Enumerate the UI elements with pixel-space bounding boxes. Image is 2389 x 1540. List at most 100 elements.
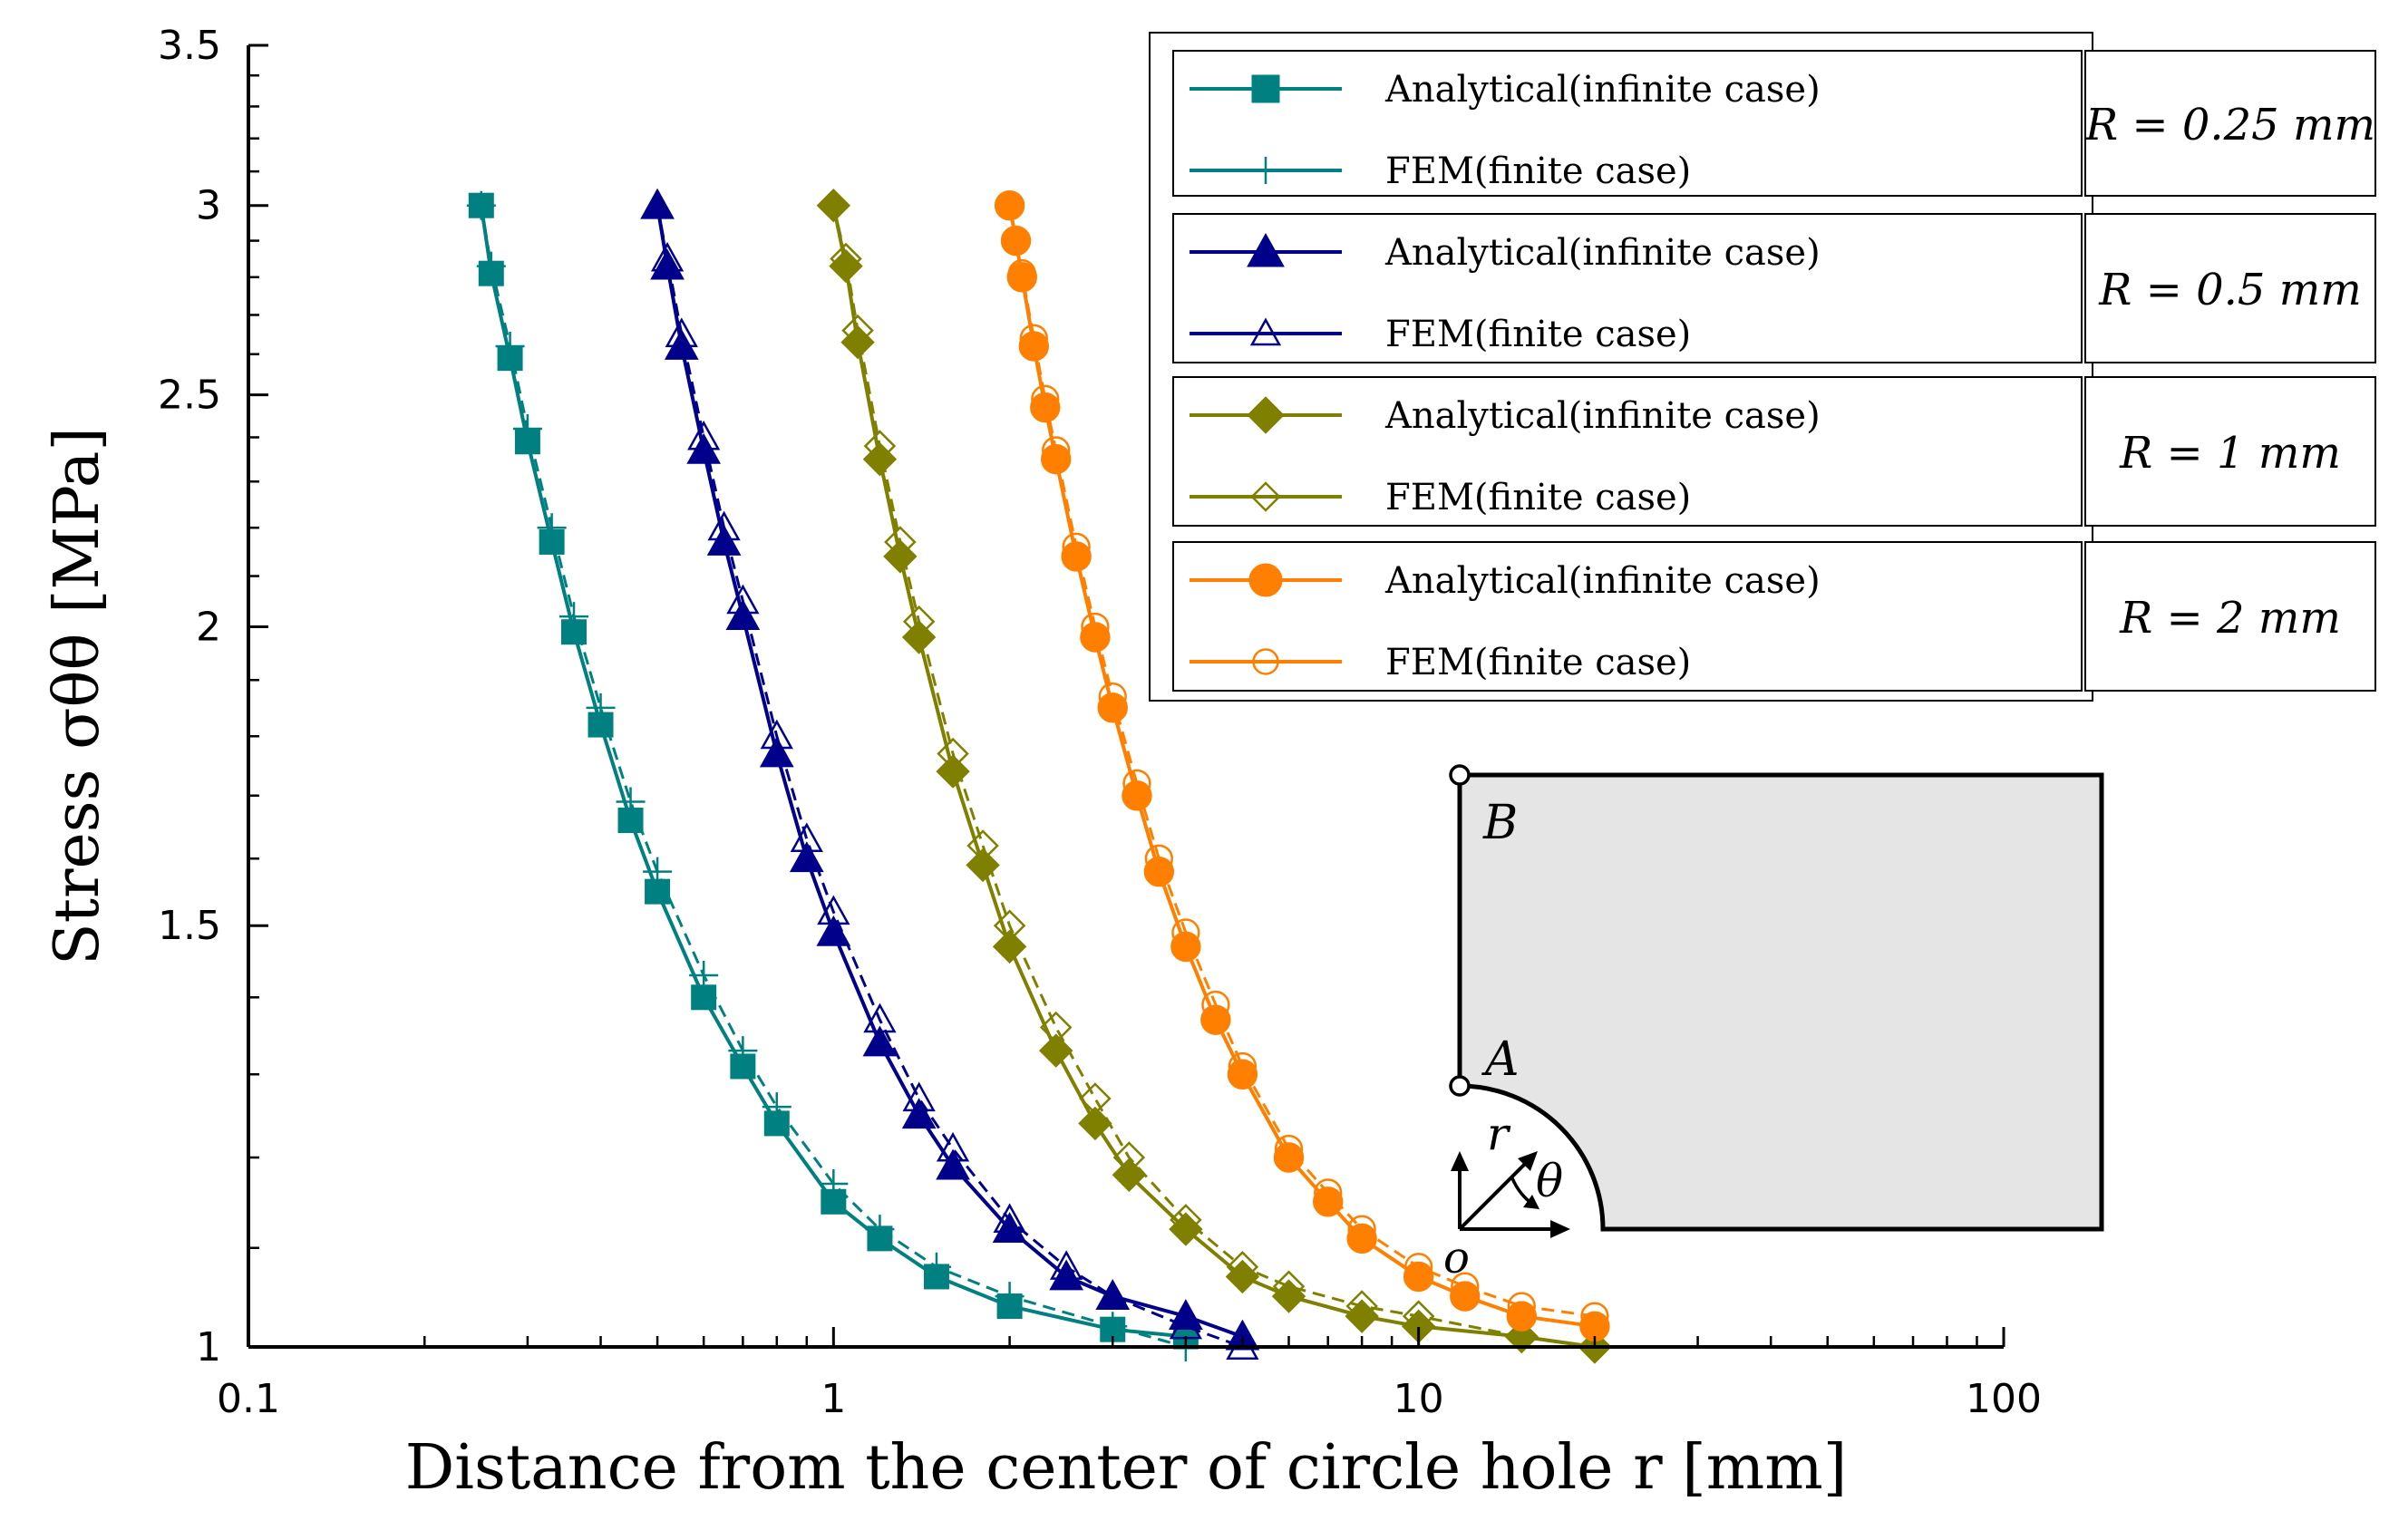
data-point [1313,1186,1344,1217]
legend-marker [1248,563,1283,597]
data-point [1019,324,1048,353]
series-line [831,205,1596,1349]
r-symbol: r [1487,1108,1511,1160]
y-tick-label: 2 [196,604,221,650]
y-tick-label: 3.5 [158,23,221,69]
point-a-label: A [1481,1032,1520,1087]
data-point [1228,1051,1258,1081]
data-point [1227,1059,1258,1090]
data-point [1000,225,1032,257]
x-tick-label: 1 [821,1376,846,1422]
legend-group-box [1172,541,2083,692]
x-tick-label: 100 [1966,1376,2042,1422]
data-point [863,1002,897,1033]
data-point [1272,1270,1306,1303]
data-point [725,599,761,630]
data-point [650,241,685,272]
series-line [480,205,1187,1349]
data-point [1226,1251,1259,1283]
data-point [1144,844,1173,873]
x-axis-label: Distance from the center of circle hole … [405,1432,1848,1504]
y-tick-label: 3 [196,183,221,229]
data-point [537,513,567,543]
data-point [993,1203,1026,1233]
legend-group-label-box [2084,376,2376,527]
data-point [665,317,698,347]
y-tick-label: 1 [196,1324,221,1371]
legend: R = 0.25 mm Analytical(infinite case) FEM(… [1149,32,2376,702]
data-point [902,605,936,638]
inset-diagram: B A r θ o [1443,764,2104,1283]
legend-rows: R = 0.25 mm Analytical(infinite case) FEM(… [1172,50,2376,692]
data-point [863,430,897,462]
data-point [865,1215,895,1245]
legend-group-label-box [2084,50,2376,197]
data-point [1122,769,1151,799]
data-point [790,822,823,853]
data-point [841,314,874,347]
legend-entry-label: Analytical(infinite case) [1384,232,1821,274]
data-point [1504,1319,1539,1354]
legend-group-label: R = 0.5 mm [2098,265,2362,315]
data-point [992,929,1027,964]
data-point [759,736,794,768]
data-point [1346,1223,1377,1254]
data-point [937,737,969,770]
point-b-label: B [1482,796,1518,850]
legend-group-box [1172,213,2083,363]
data-point [1039,1011,1073,1044]
data-point [1507,1292,1536,1321]
radial-arrow [1458,1157,1532,1231]
data-point [687,420,721,450]
data-point [1578,1331,1611,1363]
y-tick-label: 1.5 [158,903,221,949]
legend-entry-label: Analytical(infinite case) [1384,560,1821,602]
y-axis-label: Stress σθθ [MPa] [42,427,113,965]
point-a-marker [1449,1075,1471,1097]
data-point [862,1025,898,1057]
data-point [476,251,506,281]
data-point [512,413,542,443]
legend-entry-label: Analytical(infinite case) [1384,69,1821,111]
data-point [1201,990,1230,1020]
theta-arc-arrow-head [1523,1195,1539,1209]
legend-entry-label: FEM(finite case) [1385,642,1691,683]
origin-label: o [1443,1233,1470,1283]
data-point [1506,1301,1538,1332]
data-point [1171,918,1200,947]
data-point [726,584,760,615]
data-point [1007,259,1036,288]
data-point [760,719,793,750]
data-point [1096,1279,1130,1310]
data-point [1031,384,1060,413]
data-point [901,1098,937,1129]
data-point [902,1081,936,1112]
axis-arrow-up-head [1451,1151,1469,1171]
axis-arrow-right-head [1550,1220,1570,1238]
series-line [1008,205,1596,1318]
data-point [936,1131,970,1162]
data-point [789,841,824,873]
data-point [495,331,525,361]
legend-entry-label: FEM(finite case) [1385,477,1691,518]
data-point [689,961,719,991]
data-point [1404,1253,1433,1282]
data-point [466,190,496,220]
legend-marker [1250,481,1281,512]
data-point [640,189,675,218]
data-point [1081,612,1110,642]
data-point [884,526,917,558]
data-point [1097,693,1128,723]
data-point [1403,1261,1434,1293]
data-point [936,754,970,789]
legend-group-label-box [2084,213,2376,363]
legend-marker [1249,317,1282,346]
data-point [1347,1215,1376,1244]
data-point [966,847,1000,883]
data-point [840,324,875,360]
data-point [1345,1290,1378,1322]
data-point [936,1148,970,1180]
legend-marker [1252,648,1279,675]
x-tick-label: 10 [1394,1376,1444,1422]
data-point [559,602,589,632]
